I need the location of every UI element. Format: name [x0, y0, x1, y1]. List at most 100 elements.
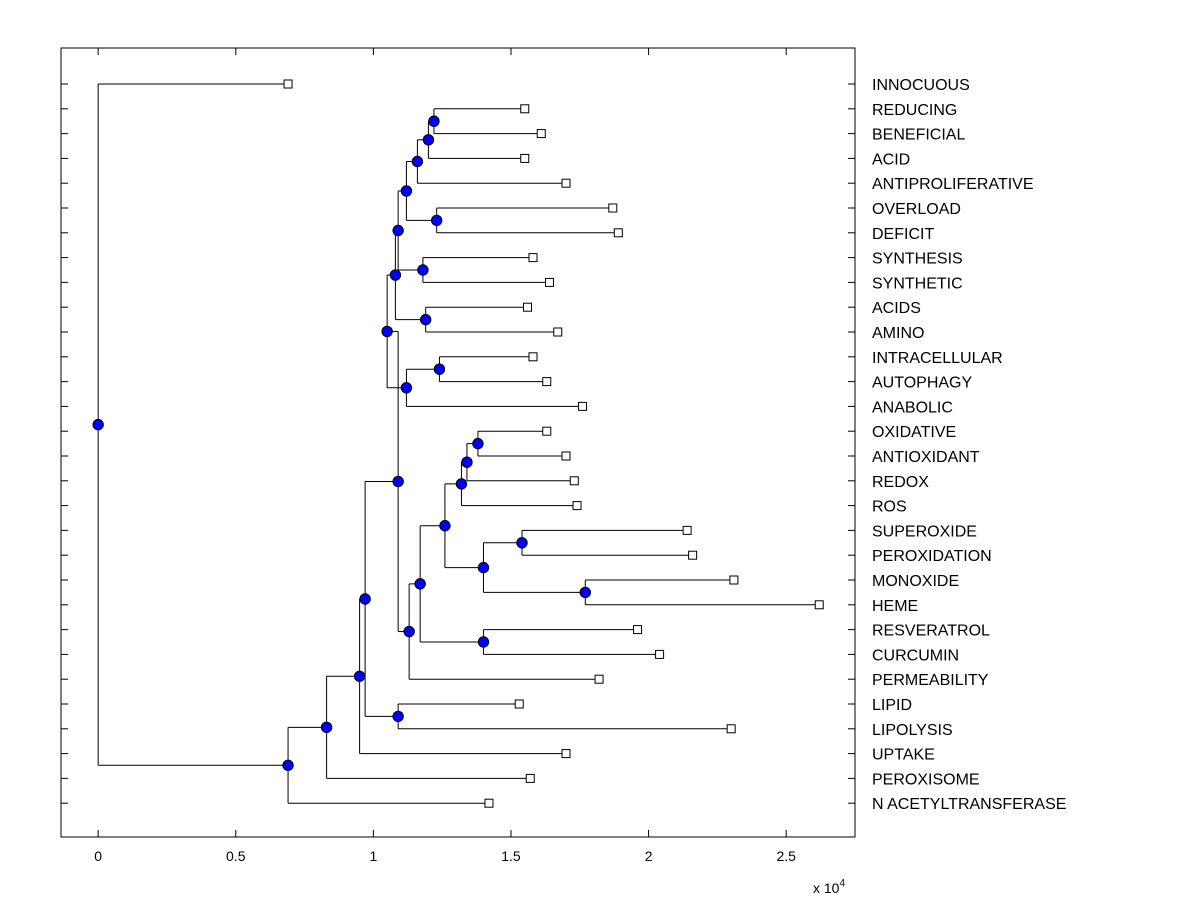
merge-node	[461, 456, 473, 468]
leaf-marker	[561, 178, 571, 188]
leaf-marker	[608, 203, 618, 213]
merge-node	[455, 478, 468, 490]
merge-node	[428, 115, 440, 127]
merge-node	[392, 710, 404, 723]
leaf-label: ACID	[872, 151, 910, 168]
leaf-marker	[633, 625, 643, 635]
leaf-marker	[613, 228, 623, 238]
leaf-marker	[522, 302, 532, 312]
axis-multiplier-exponent: 4	[839, 878, 845, 889]
leaf-marker	[572, 501, 582, 511]
leaf-label: HEME	[872, 598, 918, 615]
leaf-markers	[283, 79, 824, 808]
merge-node-markers	[92, 115, 591, 771]
merge-node	[472, 437, 484, 450]
leaf-label: PEROXISOME	[872, 771, 980, 788]
merge-node	[477, 636, 490, 648]
leaf-label: UPTAKE	[872, 747, 935, 764]
leaf-marker	[528, 352, 538, 362]
x-tick-label: 0	[94, 848, 102, 864]
leaf-marker	[688, 550, 698, 560]
leaf-label: ROS	[872, 499, 907, 516]
y-ticks	[61, 83, 855, 804]
merge-node	[414, 578, 426, 590]
merge-node	[92, 418, 104, 431]
leaf-marker	[594, 674, 604, 684]
leaf-marker	[545, 277, 555, 287]
leaf-label: PEROXIDATION	[872, 548, 992, 565]
leaf-marker	[514, 699, 524, 709]
merge-node	[389, 269, 402, 281]
leaf-marker	[814, 600, 824, 610]
merge-node	[320, 721, 333, 734]
leaf-label: OXIDATIVE	[872, 424, 956, 441]
leaf-label: ANABOLIC	[872, 399, 953, 416]
axis-multiplier: x 104	[813, 878, 845, 896]
merge-node	[477, 561, 490, 574]
leaf-label: RESVERATROL	[872, 623, 990, 640]
merge-node	[392, 224, 404, 237]
merge-node	[400, 382, 413, 394]
leaf-label: DEFICIT	[872, 226, 934, 243]
leaf-label: SUPEROXIDE	[872, 523, 977, 540]
merge-node	[353, 670, 366, 682]
leaf-label: LIPID	[872, 697, 912, 714]
x-tick-label: 1	[369, 848, 377, 864]
leaf-marker	[561, 749, 571, 759]
leaf-label: ANTIPROLIFERATIVE	[872, 176, 1034, 193]
leaf-marker	[561, 451, 571, 461]
leaf-label: BENEFICIAL	[872, 127, 965, 144]
leaf-label: ACIDS	[872, 300, 921, 317]
plot-frame	[60, 47, 856, 838]
leaf-label: REDUCING	[872, 102, 957, 119]
leaf-marker	[553, 327, 563, 337]
merge-node	[381, 325, 393, 338]
leaf-labels: INNOCUOUS REDUCING BENEFICIAL ACID ANTIPROLI…	[872, 77, 1066, 813]
leaf-marker	[528, 253, 538, 263]
leaf-marker	[525, 773, 535, 783]
leaf-marker	[536, 129, 546, 139]
merge-node	[411, 155, 424, 168]
leaf-marker	[726, 724, 736, 734]
leaf-label: REDOX	[872, 474, 929, 491]
merge-node	[516, 537, 528, 549]
merge-node	[579, 586, 591, 599]
leaf-label: INTRACELLULAR	[872, 350, 1003, 367]
merge-node	[359, 593, 371, 605]
merge-node	[282, 759, 294, 771]
leaf-marker	[729, 575, 739, 585]
x-tick-label: 2.5	[776, 848, 796, 864]
axis-multiplier-base: x 10	[813, 880, 840, 896]
leaf-marker	[569, 476, 579, 486]
leaf-label: AUTOPHAGY	[872, 375, 973, 392]
merge-node	[433, 363, 446, 375]
leaf-label: SYNTHETIC	[872, 275, 963, 292]
x-tick-label: 2	[645, 848, 653, 864]
merge-node	[430, 214, 443, 227]
leaf-label: LIPOLYSIS	[872, 722, 953, 739]
leaf-marker	[542, 426, 552, 436]
merge-node	[392, 475, 404, 488]
leaf-label: ANTIOXIDANT	[872, 449, 980, 466]
leaf-label: OVERLOAD	[872, 201, 961, 218]
leaf-marker	[520, 104, 530, 114]
leaf-marker	[520, 153, 530, 163]
leaf-label: MONOXIDE	[872, 573, 959, 590]
x-ticks: 0 0.5 1 1.5 2 2.5	[94, 48, 796, 864]
x-tick-label: 1.5	[501, 848, 521, 864]
leaf-marker	[578, 401, 588, 411]
leaf-marker	[283, 79, 293, 89]
leaf-label: PERMEABILITY	[872, 672, 989, 689]
leaf-marker	[484, 798, 494, 808]
leaf-marker	[655, 649, 665, 659]
leaf-label: INNOCUOUS	[872, 77, 970, 94]
leaf-label: N ACETYLTRANSFERASE	[872, 796, 1066, 813]
leaf-label: CURCUMIN	[872, 647, 959, 664]
merge-node	[400, 185, 413, 197]
merge-node	[439, 520, 451, 532]
merge-node	[422, 134, 435, 146]
leaf-label: SYNTHESIS	[872, 251, 963, 268]
leaf-label: AMINO	[872, 325, 924, 342]
merge-node	[419, 313, 432, 326]
